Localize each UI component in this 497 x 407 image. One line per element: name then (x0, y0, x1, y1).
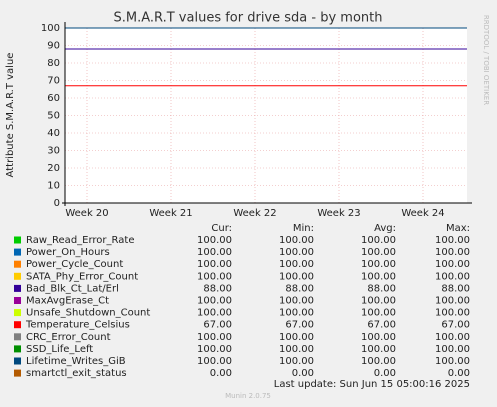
legend-value: 100.00 (435, 259, 470, 270)
legend-value: 100.00 (435, 235, 470, 246)
legend-label: CRC_Error_Count (26, 332, 111, 343)
legend-value: 100.00 (279, 344, 314, 355)
legend-value: 100.00 (279, 332, 314, 343)
legend-value: 100.00 (435, 308, 470, 319)
legend-label: SSD_Life_Left (26, 344, 93, 355)
legend-value: 100.00 (279, 308, 314, 319)
legend-value: 100.00 (279, 356, 314, 367)
legend-label: MaxAvgErase_Ct (26, 296, 109, 307)
legend-label: Temperature_Celsius (25, 320, 130, 331)
legend-value: 100.00 (279, 271, 314, 282)
legend-swatch (14, 357, 21, 365)
y-tick-label: 80 (47, 58, 60, 69)
legend-label: Raw_Read_Error_Rate (26, 235, 134, 246)
legend-swatch (14, 260, 21, 268)
legend-value: 67.00 (367, 320, 396, 331)
chart-title: S.M.A.R.T values for drive sda - by mont… (114, 11, 383, 26)
legend-value: 100.00 (361, 259, 396, 270)
legend-swatch (14, 321, 21, 329)
y-tick-label: 30 (47, 146, 60, 157)
legend-swatch (14, 297, 21, 304)
x-tick-label: Week 21 (149, 208, 192, 219)
legend-swatch (14, 248, 21, 256)
legend-value: 100.00 (197, 344, 232, 355)
legend-value: 88.00 (367, 283, 396, 294)
legend-label: SATA_Phy_Error_Count (26, 271, 138, 282)
legend-value: 100.00 (279, 259, 314, 270)
legend-value: 0.00 (448, 368, 470, 379)
legend-swatch (14, 333, 21, 341)
y-tick-label: 70 (47, 76, 60, 87)
legend-swatch (14, 345, 21, 353)
legend-value: 100.00 (279, 247, 314, 258)
legend-value: 100.00 (361, 296, 396, 307)
legend-value: 100.00 (197, 247, 232, 258)
side-label: RRDTOOL / TOBI OETIKER (482, 15, 490, 105)
legend-value: 67.00 (441, 320, 470, 331)
legend-value: 100.00 (435, 271, 470, 282)
legend-label: Power_On_Hours (26, 247, 110, 258)
legend-value: 88.00 (441, 283, 470, 294)
x-tick-label: Week 24 (401, 208, 444, 219)
legend-value: 88.00 (285, 283, 314, 294)
legend-value: 100.00 (279, 296, 314, 307)
y-tick-label: 20 (47, 163, 60, 174)
y-tick-label: 40 (47, 128, 60, 139)
legend-value: 100.00 (197, 308, 232, 319)
legend-value: 0.00 (292, 368, 314, 379)
legend-value: 100.00 (197, 259, 232, 270)
legend-swatch (14, 272, 21, 280)
x-tick-label: Week 23 (317, 208, 360, 219)
legend-value: 100.00 (197, 356, 232, 367)
legend-swatch (14, 369, 21, 377)
legend-label: Bad_Blk_Ct_Lat/Erl (26, 283, 119, 294)
legend-value: 100.00 (361, 308, 396, 319)
x-tick-label: Week 22 (233, 208, 276, 219)
legend-value: 100.00 (279, 235, 314, 246)
legend-value: 100.00 (361, 344, 396, 355)
legend-swatch (14, 236, 21, 244)
legend-value: 100.00 (435, 296, 470, 307)
legend-value: 100.00 (435, 344, 470, 355)
legend-value: 100.00 (435, 356, 470, 367)
legend-label: Unsafe_Shutdown_Count (26, 308, 150, 319)
y-tick-label: 90 (47, 41, 60, 52)
legend-value: 100.00 (197, 235, 232, 246)
y-axis-label: Attribute S.M.A.R.T value (5, 53, 16, 178)
legend-value: 100.00 (361, 356, 396, 367)
y-tick-label: 0 (54, 198, 60, 209)
y-tick-label: 100 (41, 23, 60, 34)
column-header: Min: (293, 223, 314, 234)
legend-value: 88.00 (203, 283, 232, 294)
legend-label: Power_Cycle_Count (26, 259, 123, 270)
legend-value: 67.00 (285, 320, 314, 331)
legend-label: Lifetime_Writes_GiB (26, 356, 126, 367)
legend-value: 100.00 (435, 332, 470, 343)
y-tick-label: 50 (47, 111, 60, 122)
legend-value: 100.00 (361, 332, 396, 343)
legend-value: 100.00 (197, 332, 232, 343)
legend-value: 100.00 (361, 271, 396, 282)
legend-swatch (14, 284, 21, 292)
legend-value: 0.00 (210, 368, 232, 379)
legend-swatch (14, 309, 21, 317)
x-tick-label: Week 20 (65, 208, 108, 219)
column-header: Max: (446, 223, 470, 234)
legend-value: 67.00 (203, 320, 232, 331)
last-update: Last update: Sun Jun 15 05:00:16 2025 (274, 379, 470, 390)
legend-value: 100.00 (197, 271, 232, 282)
legend-value: 100.00 (361, 235, 396, 246)
legend-value: 100.00 (197, 296, 232, 307)
y-tick-label: 60 (47, 93, 60, 104)
column-header: Cur: (211, 223, 232, 234)
legend-label: smartctl_exit_status (26, 368, 127, 379)
legend-value: 100.00 (361, 247, 396, 258)
legend-value: 0.00 (374, 368, 396, 379)
y-tick-label: 10 (47, 181, 60, 192)
legend-value: 100.00 (435, 247, 470, 258)
footer: Munin 2.0.75 (225, 392, 271, 400)
column-header: Avg: (374, 223, 396, 234)
